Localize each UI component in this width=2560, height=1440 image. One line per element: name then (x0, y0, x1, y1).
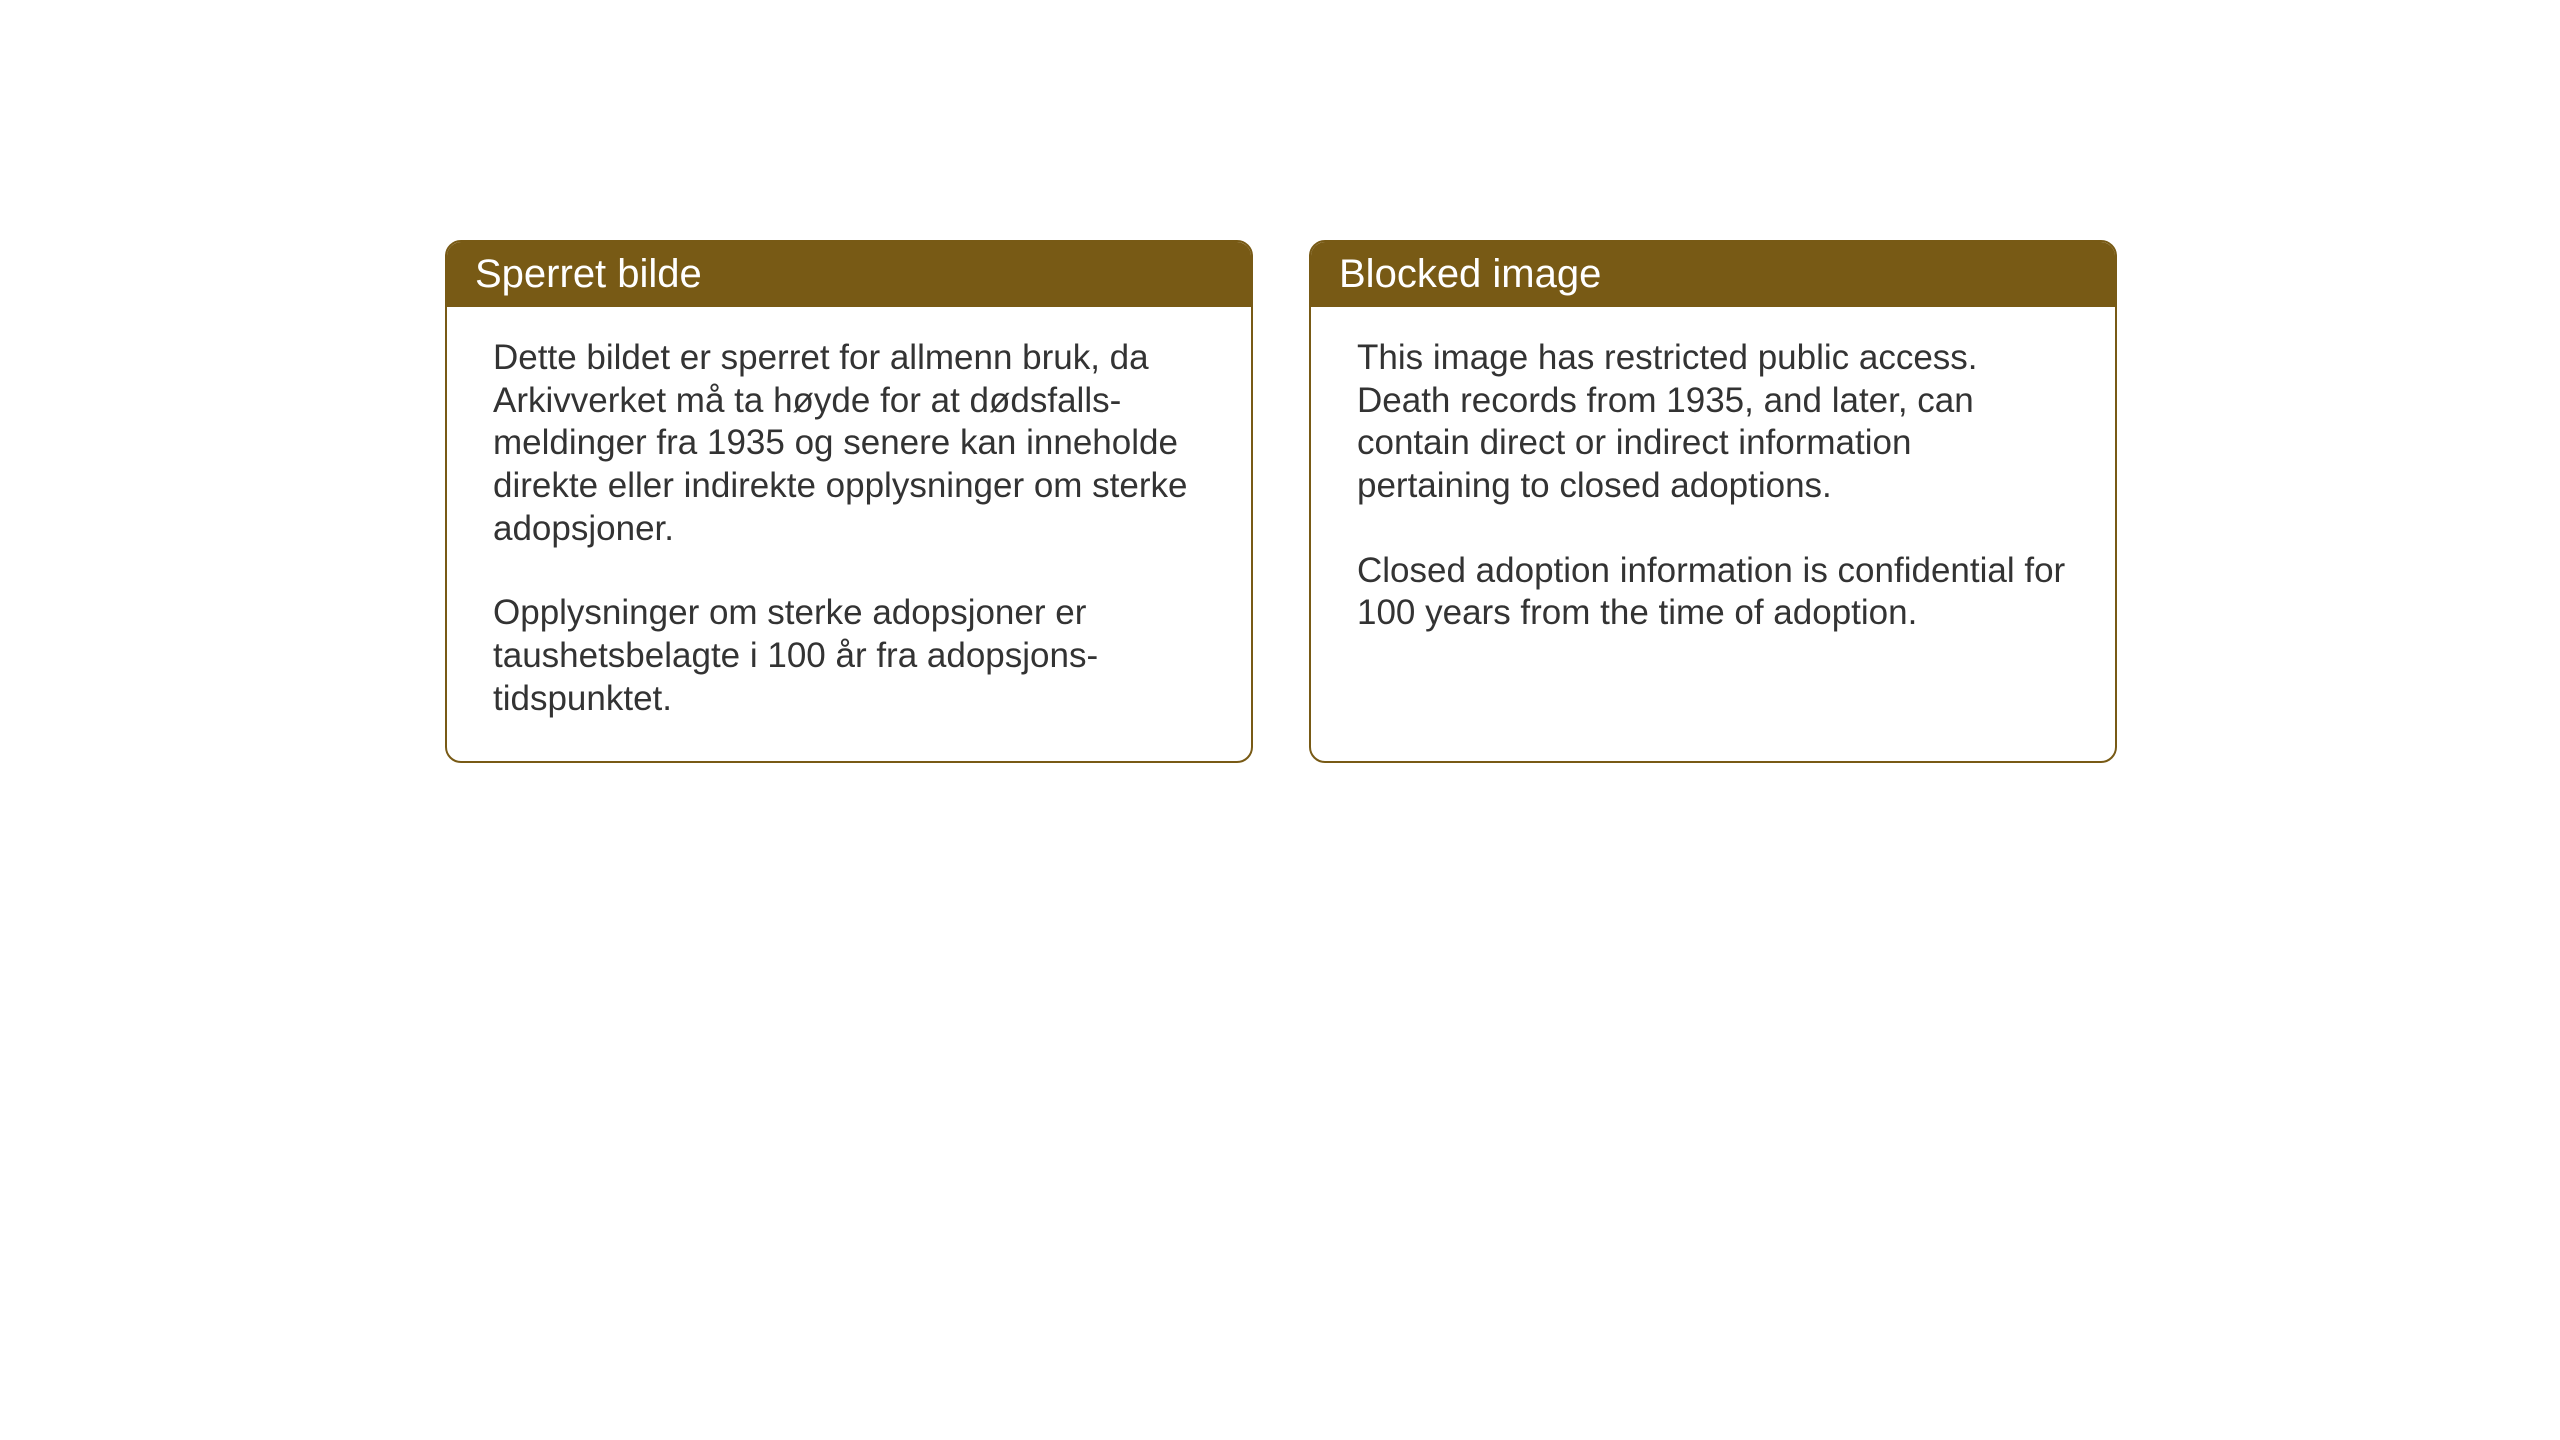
notice-card-english: Blocked image This image has restricted … (1309, 240, 2117, 763)
card-title-norwegian: Sperret bilde (475, 252, 702, 296)
paragraph-1-english: This image has restricted public access.… (1357, 337, 2069, 508)
paragraph-1-norwegian: Dette bildet er sperret for allmenn bruk… (493, 337, 1205, 550)
notice-container: Sperret bilde Dette bildet er sperret fo… (445, 240, 2117, 763)
card-body-english: This image has restricted public access.… (1311, 307, 2115, 675)
paragraph-2-english: Closed adoption information is confident… (1357, 550, 2069, 635)
card-header-english: Blocked image (1311, 242, 2115, 307)
card-title-english: Blocked image (1339, 252, 1601, 296)
paragraph-2-norwegian: Opplysninger om sterke adopsjoner er tau… (493, 592, 1205, 720)
card-header-norwegian: Sperret bilde (447, 242, 1251, 307)
card-body-norwegian: Dette bildet er sperret for allmenn bruk… (447, 307, 1251, 761)
notice-card-norwegian: Sperret bilde Dette bildet er sperret fo… (445, 240, 1253, 763)
